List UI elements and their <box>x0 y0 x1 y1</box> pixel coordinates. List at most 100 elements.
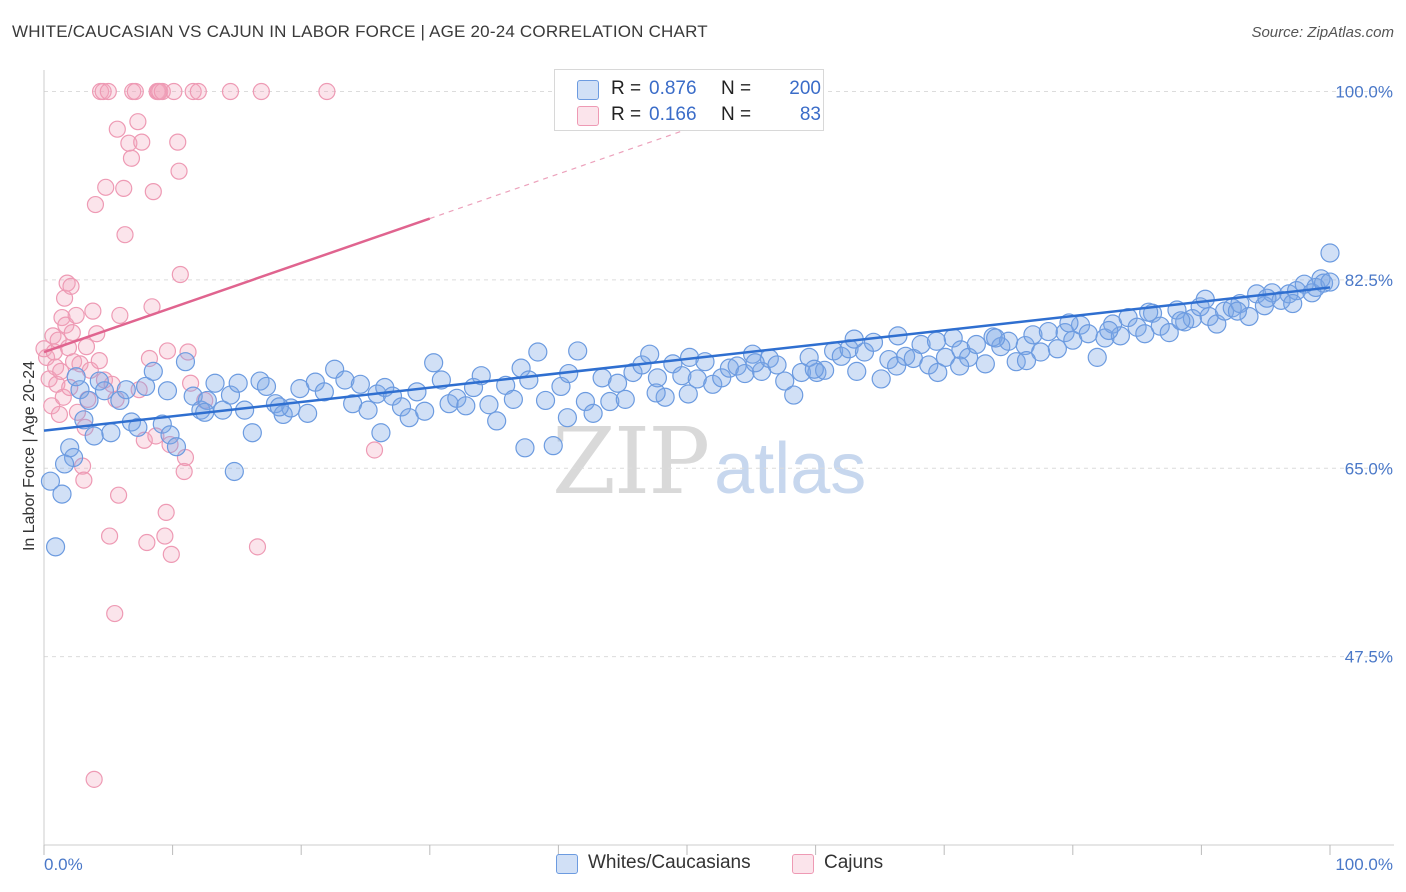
cajun-point <box>68 403 87 421</box>
white-point <box>1059 313 1079 333</box>
white-point <box>335 370 355 390</box>
white-point <box>116 380 136 400</box>
white-point <box>1016 351 1037 371</box>
white-point <box>503 389 523 409</box>
white-point <box>242 423 262 443</box>
white-point <box>784 385 804 405</box>
white-point <box>143 361 163 381</box>
white-point <box>767 355 787 375</box>
cajun-point <box>109 486 128 504</box>
white-point <box>256 376 277 397</box>
legend-r-label: R = <box>611 104 642 125</box>
cajun-point <box>171 265 189 284</box>
white-point <box>135 376 156 397</box>
cajun-point <box>64 353 83 371</box>
watermark: ZIPatlas <box>552 408 866 515</box>
white-point <box>519 370 539 390</box>
white-point <box>672 366 692 386</box>
white-point <box>879 349 899 370</box>
cajun-point <box>165 82 183 101</box>
white-points <box>40 243 1340 557</box>
white-point <box>583 403 603 423</box>
white-point <box>804 359 824 379</box>
legend-n-label: N = <box>721 104 752 125</box>
white-point <box>205 373 225 393</box>
white-point <box>1182 309 1202 329</box>
white-point <box>966 334 986 355</box>
white-point <box>1171 311 1191 331</box>
white-point <box>535 390 556 411</box>
legend-swatch-whites <box>556 854 578 874</box>
white-point <box>128 417 148 437</box>
white-point <box>52 484 72 504</box>
white-point <box>1320 272 1340 292</box>
x-tick-label: 100.0% <box>1335 855 1393 874</box>
cajun-point <box>157 503 175 521</box>
cajun-point <box>122 149 141 167</box>
white-point <box>615 389 635 409</box>
white-point <box>1135 324 1155 344</box>
cajun-point <box>126 82 144 101</box>
white-point <box>197 390 217 411</box>
cajun-point <box>115 179 133 198</box>
white-point <box>568 341 588 361</box>
white-point <box>1055 323 1075 343</box>
white-point <box>1271 290 1291 310</box>
white-point <box>407 382 427 402</box>
white-point <box>1195 289 1215 309</box>
white-point <box>543 436 563 456</box>
cajun-point <box>138 533 156 552</box>
y-tick-label: 100.0% <box>1335 83 1393 102</box>
cajun-point <box>108 120 126 138</box>
tick-labels: 47.5% 65.0% 82.5% 100.0% 0.0% 100.0% <box>44 83 1393 874</box>
cajun-point <box>100 527 119 545</box>
white-point <box>926 331 947 351</box>
legend-r-value: 0.876 <box>649 78 697 99</box>
white-point <box>1110 326 1130 346</box>
x-tick-label: 0.0% <box>44 855 83 874</box>
cajun-point <box>67 306 85 325</box>
white-point <box>175 352 196 372</box>
white-point <box>640 344 660 364</box>
legend-r-label: R = <box>611 78 642 99</box>
white-point <box>79 390 99 411</box>
white-point <box>1159 323 1179 343</box>
chart-source: Source: ZipAtlas.com <box>1251 24 1394 41</box>
y-tick-label: 82.5% <box>1345 271 1393 290</box>
white-point <box>1038 321 1058 342</box>
white-trend-line <box>43 286 1331 432</box>
white-point <box>799 347 819 367</box>
white-point <box>975 354 995 374</box>
cajun-point <box>97 178 115 196</box>
white-point <box>515 438 535 458</box>
white-point <box>655 387 675 407</box>
white-point <box>646 383 666 403</box>
white-point <box>1227 301 1248 321</box>
white-point <box>487 411 507 431</box>
white-point <box>1078 324 1098 344</box>
white-point <box>224 461 244 482</box>
white-point <box>863 332 884 352</box>
cajun-point <box>147 427 165 445</box>
white-point <box>647 368 668 388</box>
legend-n-value: 83 <box>799 104 821 125</box>
white-point <box>775 371 795 391</box>
legend-label-whites: Whites/Caucasians <box>588 852 751 873</box>
white-point <box>528 342 548 362</box>
white-point <box>896 346 916 366</box>
white-point <box>712 368 732 388</box>
white-point <box>250 371 270 391</box>
white-point <box>358 400 378 420</box>
white-point <box>1239 306 1259 327</box>
legend-swatch-cajuns <box>577 106 599 126</box>
cajun-point <box>133 133 151 151</box>
white-point <box>152 414 172 434</box>
cajun-point <box>221 82 240 101</box>
white-point <box>831 346 851 366</box>
cajun-point <box>85 770 103 788</box>
white-point <box>1031 342 1051 362</box>
white-point <box>1257 288 1277 308</box>
white-point <box>687 369 707 389</box>
white-point <box>314 382 334 402</box>
